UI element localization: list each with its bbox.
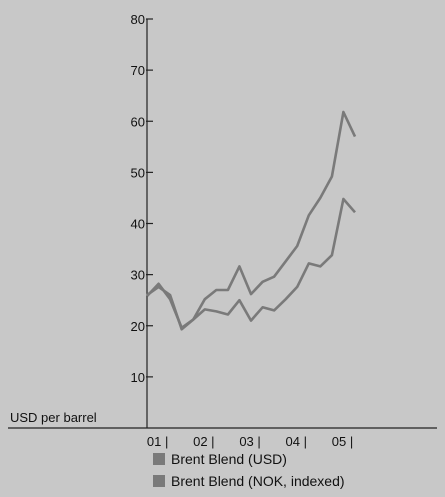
y-axis-label: USD per barrel [10,410,97,425]
x-tick-label: 03 | [239,434,260,449]
legend: Brent Blend (USD) Brent Blend (NOK, index… [153,451,345,489]
y-tick-label: 50 [131,165,145,180]
x-tick-label: 04 | [286,434,307,449]
legend-label: Brent Blend (NOK, indexed) [171,473,345,489]
y-tick-label: 10 [131,370,145,385]
x-tick-label: 05 | [332,434,353,449]
y-tick-label: 60 [131,114,145,129]
legend-label: Brent Blend (USD) [171,451,287,467]
y-tick-label: 30 [131,268,145,283]
x-tick-label: 02 | [193,434,214,449]
y-tick-label: 70 [131,63,145,78]
y-tick-label: 40 [131,217,145,232]
legend-swatch [153,453,165,465]
y-tick-label: 20 [131,319,145,334]
y-axis: 10 20 30 40 50 60 70 80 [131,12,153,428]
series-lines [146,110,357,331]
y-tick-label: 80 [131,12,145,27]
series-line [146,197,356,331]
x-axis: 01 | 02 | 03 | 04 | 05 | [8,427,437,449]
legend-swatch [153,475,165,487]
x-tick-label: 01 | [147,434,168,449]
series-line [146,110,357,330]
